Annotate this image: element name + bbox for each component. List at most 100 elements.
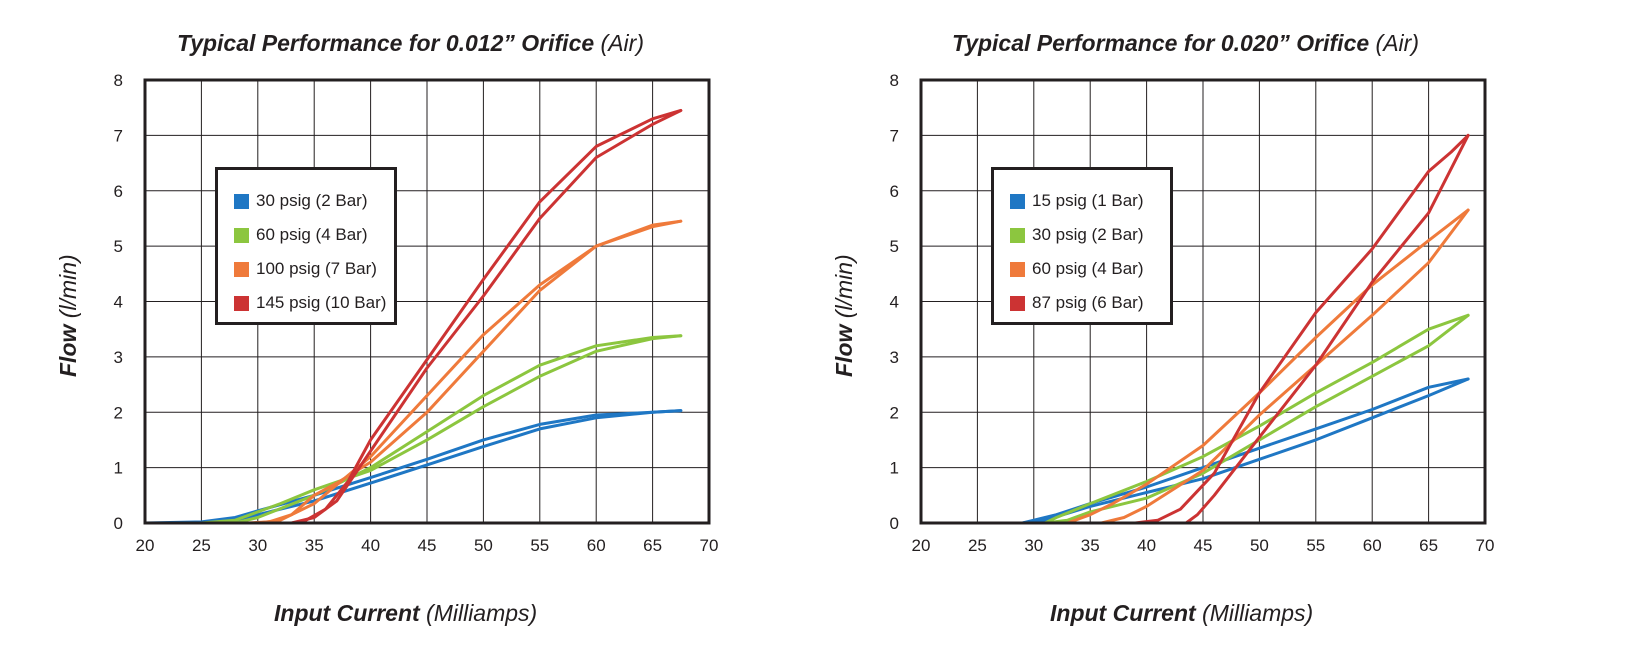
legend-label: 30 psig (2 Bar) xyxy=(1032,225,1144,244)
y-axis-label-sub: (l/min) xyxy=(55,254,81,319)
legend-swatch xyxy=(1010,295,1025,311)
x-tick-label: 35 xyxy=(1081,536,1100,555)
y-tick-label: 4 xyxy=(890,293,899,312)
x-tick-label: 70 xyxy=(1476,536,1495,555)
x-tick-label: 55 xyxy=(1306,536,1325,555)
y-axis-label-main: Flow xyxy=(831,324,857,377)
legend-label: 60 psig (4 Bar) xyxy=(1032,259,1144,278)
series-line-down xyxy=(143,334,683,525)
legend-swatch xyxy=(1010,227,1025,243)
y-tick-label: 5 xyxy=(114,237,123,256)
y-tick-label: 3 xyxy=(890,348,899,367)
plot-frame xyxy=(143,78,711,525)
legend-item: 30 psig (2 Bar) xyxy=(234,184,394,218)
legend-label: 100 psig (7 Bar) xyxy=(256,259,377,278)
chart-orifice-0012: Typical Performance for 0.012” Orifice (… xyxy=(55,30,719,627)
x-tick-label: 20 xyxy=(136,536,155,555)
y-tick-label: 3 xyxy=(114,348,123,367)
legend-label: 15 psig (1 Bar) xyxy=(1032,191,1144,210)
legend-label: 30 psig (2 Bar) xyxy=(256,191,368,210)
series-line-down xyxy=(919,133,1470,525)
x-tick-label: 25 xyxy=(192,536,211,555)
chart-title: Typical Performance for 0.020” Orifice (… xyxy=(952,30,1419,57)
x-axis-label: Input Current (Milliamps) xyxy=(1050,600,1313,627)
y-tick-label: 8 xyxy=(890,71,899,90)
legend-label: 87 psig (6 Bar) xyxy=(1032,293,1144,312)
x-tick-label: 30 xyxy=(248,536,267,555)
legend-swatch xyxy=(1010,193,1025,209)
x-tick-label: 60 xyxy=(1363,536,1382,555)
y-tick-label: 2 xyxy=(114,403,123,422)
y-tick-label: 4 xyxy=(114,293,123,312)
x-tick-label: 45 xyxy=(418,536,437,555)
y-tick-label: 7 xyxy=(114,126,123,145)
series-line-down xyxy=(919,377,1470,525)
legend-item: 100 psig (7 Bar) xyxy=(234,252,394,286)
series-line-up xyxy=(919,313,1470,525)
legend-swatch xyxy=(234,227,249,243)
legend-item: 60 psig (4 Bar) xyxy=(234,218,394,252)
chart-title-sub: (Air) xyxy=(600,30,644,56)
x-tick-label: 50 xyxy=(1250,536,1269,555)
legend-swatch xyxy=(234,261,249,277)
series-line-up xyxy=(143,334,683,525)
y-axis-label-sub: (l/min) xyxy=(831,254,857,319)
legend-swatch xyxy=(234,193,249,209)
legend: 15 psig (1 Bar) 30 psig (2 Bar) 60 psig … xyxy=(991,167,1173,325)
y-tick-label: 1 xyxy=(114,459,123,478)
x-tick-label: 65 xyxy=(643,536,662,555)
x-tick-label: 45 xyxy=(1194,536,1213,555)
x-axis-label-sub: (Milliamps) xyxy=(1202,600,1314,626)
chart-title-main: Typical Performance for 0.012” Orifice xyxy=(177,30,595,56)
legend-item: 15 psig (1 Bar) xyxy=(1010,184,1170,218)
x-tick-label: 55 xyxy=(530,536,549,555)
y-tick-label: 1 xyxy=(890,459,899,478)
legend-item: 30 psig (2 Bar) xyxy=(1010,218,1170,252)
chart-orifice-0020: Typical Performance for 0.020” Orifice (… xyxy=(776,0,1592,650)
series-line-up xyxy=(919,377,1470,525)
legend-swatch xyxy=(234,295,249,311)
x-axis-label-main: Input Current xyxy=(1050,600,1196,626)
y-axis-label: Flow (l/min) xyxy=(55,254,82,377)
chart-title: Typical Performance for 0.012” Orifice (… xyxy=(177,30,644,57)
x-tick-label: 60 xyxy=(587,536,606,555)
x-tick-label: 65 xyxy=(1419,536,1438,555)
chart-title-sub: (Air) xyxy=(1375,30,1419,56)
series-line-up xyxy=(143,409,683,525)
legend-label: 60 psig (4 Bar) xyxy=(256,225,368,244)
x-tick-label: 35 xyxy=(305,536,324,555)
series-line-down xyxy=(143,409,683,525)
y-tick-label: 6 xyxy=(890,182,899,201)
x-axis-label-main: Input Current xyxy=(274,600,420,626)
legend-label: 145 psig (10 Bar) xyxy=(256,293,387,312)
legend-swatch xyxy=(1010,261,1025,277)
x-axis-label: Input Current (Milliamps) xyxy=(274,600,537,627)
y-tick-label: 0 xyxy=(114,514,123,533)
x-axis-label-sub: (Milliamps) xyxy=(426,600,538,626)
y-tick-label: 0 xyxy=(890,514,899,533)
chart-title-main: Typical Performance for 0.020” Orifice xyxy=(952,30,1370,56)
y-tick-label: 7 xyxy=(890,126,899,145)
x-tick-label: 50 xyxy=(474,536,493,555)
x-tick-label: 40 xyxy=(361,536,380,555)
y-tick-label: 5 xyxy=(890,237,899,256)
legend-item: 87 psig (6 Bar) xyxy=(1010,286,1170,320)
series-line-down xyxy=(919,208,1470,525)
x-tick-label: 70 xyxy=(700,536,719,555)
legend-item: 145 psig (10 Bar) xyxy=(234,286,394,320)
y-tick-label: 8 xyxy=(114,71,123,90)
x-tick-label: 30 xyxy=(1024,536,1043,555)
x-tick-label: 20 xyxy=(912,536,931,555)
series-line-up xyxy=(919,133,1470,525)
y-tick-label: 6 xyxy=(114,182,123,201)
x-tick-label: 25 xyxy=(968,536,987,555)
series-line-down xyxy=(919,313,1470,525)
x-tick-label: 40 xyxy=(1137,536,1156,555)
plot-frame xyxy=(919,78,1487,525)
y-tick-label: 2 xyxy=(890,403,899,422)
legend: 30 psig (2 Bar) 60 psig (4 Bar) 100 psig… xyxy=(215,167,397,325)
y-axis-label: Flow (l/min) xyxy=(831,254,858,377)
legend-item: 60 psig (4 Bar) xyxy=(1010,252,1170,286)
